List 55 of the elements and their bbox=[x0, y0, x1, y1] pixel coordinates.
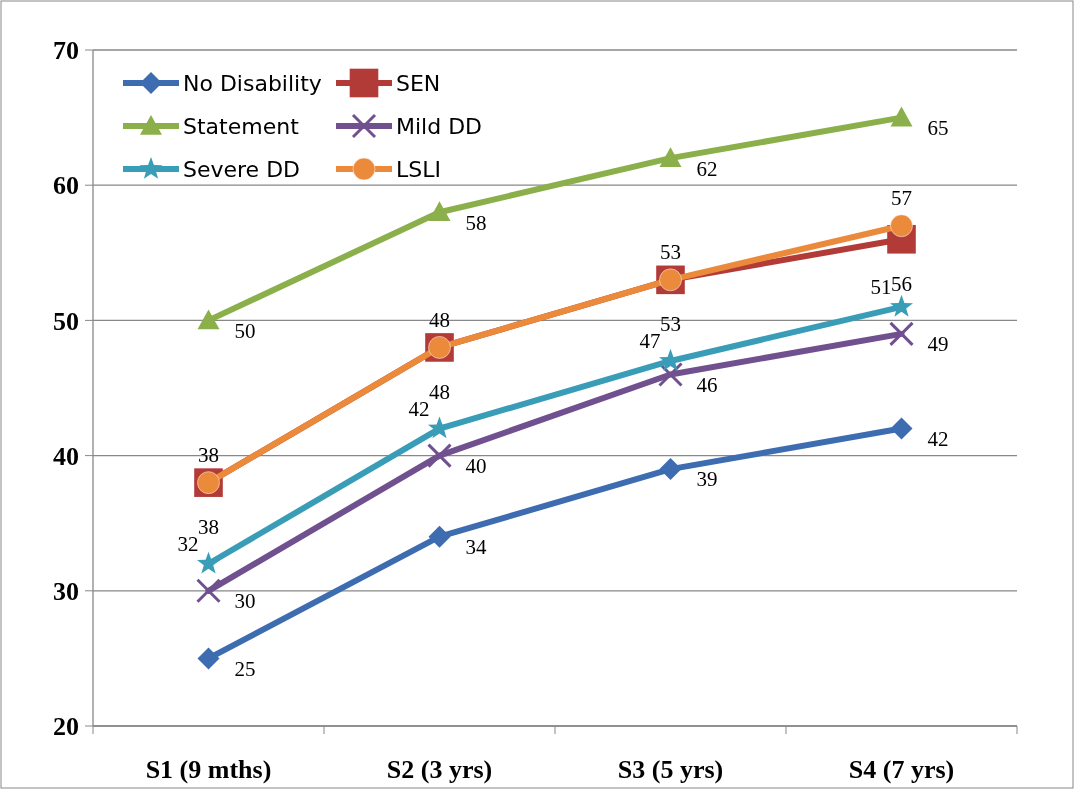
data-label: 62 bbox=[696, 156, 718, 181]
data-label: 42 bbox=[927, 426, 949, 451]
y-tick-label: 40 bbox=[53, 441, 79, 471]
data-label: 53 bbox=[660, 312, 681, 337]
point bbox=[890, 417, 913, 440]
data-label: 42 bbox=[408, 396, 430, 421]
data-label: 46 bbox=[696, 372, 718, 397]
data-label: 39 bbox=[696, 467, 718, 492]
data-label: 48 bbox=[429, 307, 450, 332]
point bbox=[659, 458, 682, 481]
legend-label: SEN bbox=[396, 70, 441, 96]
y-tick-label: 20 bbox=[53, 712, 79, 742]
point bbox=[658, 361, 683, 387]
legend-label: Mild DD bbox=[396, 113, 483, 139]
data-label: 58 bbox=[465, 210, 487, 235]
point bbox=[196, 578, 221, 604]
data-label: 30 bbox=[234, 589, 256, 614]
x-tick-label: S2 (3 yrs) bbox=[386, 755, 493, 784]
data-label: 38 bbox=[198, 442, 219, 467]
legend-label: LSLI bbox=[396, 156, 441, 182]
y-tick-label: 50 bbox=[53, 306, 79, 336]
data-label: 57 bbox=[891, 186, 912, 211]
y-tick-label: 60 bbox=[53, 171, 79, 201]
data-label: 40 bbox=[465, 453, 487, 478]
x-tick-label: S3 (5 yrs) bbox=[617, 755, 724, 784]
legend-label: No Disability bbox=[183, 70, 322, 96]
point bbox=[427, 443, 452, 469]
point bbox=[890, 106, 913, 127]
data-label: 48 bbox=[429, 379, 450, 404]
data-label: 32 bbox=[177, 532, 199, 557]
point bbox=[197, 309, 220, 330]
y-tick-label: 30 bbox=[53, 576, 79, 606]
x-tick-label: S1 (9 mths) bbox=[145, 755, 272, 784]
point bbox=[197, 647, 220, 670]
data-label: 34 bbox=[465, 535, 487, 560]
point bbox=[889, 294, 914, 317]
data-label: 50 bbox=[234, 318, 256, 343]
point bbox=[428, 201, 451, 222]
y-tick-label: 70 bbox=[53, 36, 79, 66]
data-label: 38 bbox=[198, 514, 219, 539]
data-label: 65 bbox=[927, 115, 949, 140]
data-label: 51 bbox=[870, 275, 892, 300]
point bbox=[890, 214, 913, 238]
data-label: 56 bbox=[891, 271, 912, 296]
legend-label: Severe DD bbox=[183, 156, 301, 182]
point bbox=[889, 321, 914, 347]
data-label: 49 bbox=[927, 332, 949, 357]
data-label: 53 bbox=[660, 240, 681, 265]
data-label: 25 bbox=[234, 656, 256, 681]
point bbox=[659, 147, 682, 167]
point bbox=[428, 525, 451, 548]
data-label: 47 bbox=[639, 329, 661, 354]
x-tick-label: S4 (7 yrs) bbox=[848, 755, 955, 784]
legend-label: Statement bbox=[183, 113, 300, 139]
point bbox=[196, 551, 221, 574]
